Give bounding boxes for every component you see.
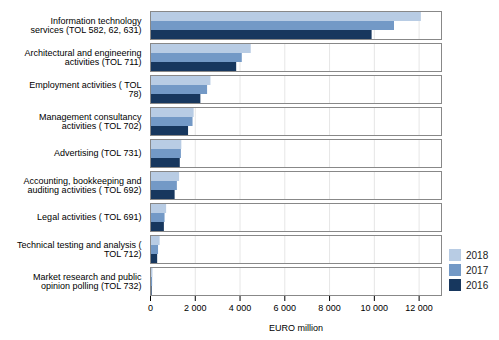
html-text:2018: 2018 <box>466 249 489 261</box>
svg-text:2 000: 2 000 <box>184 303 207 313</box>
html-text:2016: 2016 <box>466 279 489 291</box>
svg-text:12 000: 12 000 <box>405 303 433 313</box>
svg-text:Legal activities ( TOL 691): Legal activities ( TOL 691) <box>37 212 141 222</box>
svg-text:Advertising (TOL 731): Advertising (TOL 731) <box>54 148 142 158</box>
svg-text:0: 0 <box>148 303 153 313</box>
svg-text:Employment activities ( TOL78): Employment activities ( TOL78) <box>29 80 141 99</box>
html-text:2017: 2017 <box>466 264 489 276</box>
svg-text:Information technologyservices: Information technologyservices (TOL 582,… <box>30 16 142 35</box>
svg-text:8 000: 8 000 <box>318 303 341 313</box>
svg-text:EURO million: EURO million <box>269 323 323 333</box>
svg-text:10 000: 10 000 <box>361 303 389 313</box>
svg-text:4 000: 4 000 <box>229 303 252 313</box>
svg-text:Technical testing and analysis: Technical testing and analysis (TOL 712) <box>17 240 142 259</box>
svg-text:Market research and publicopin: Market research and publicopinion pollin… <box>33 272 142 291</box>
svg-text:Accounting, bookkeeping andaud: Accounting, bookkeeping andauditing acti… <box>23 176 141 195</box>
svg-text:Architectural and engineeringa: Architectural and engineeringactivities … <box>24 48 141 67</box>
svg-text:Management consultancyactiviti: Management consultancyactivities ( TOL 7… <box>39 112 142 131</box>
svg-text:6 000: 6 000 <box>274 303 297 313</box>
